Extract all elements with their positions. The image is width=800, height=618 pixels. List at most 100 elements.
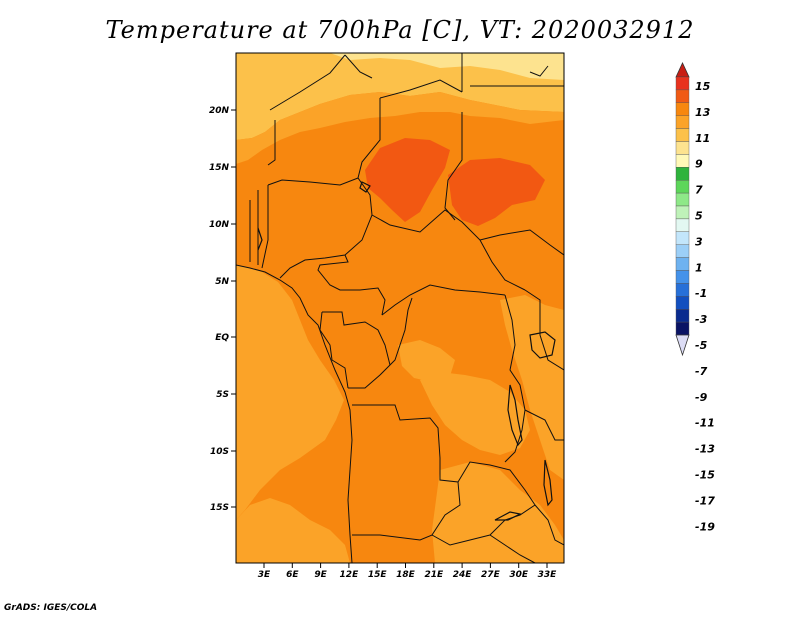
border-namibia — [352, 534, 491, 546]
map-title: Temperature at 700hPa [C], VT: 202003291… — [105, 16, 695, 44]
colorbar-label: -1 — [695, 287, 707, 300]
colorbar-swatch — [675, 167, 690, 181]
colorbar-swatch — [675, 192, 690, 207]
border-mali-niger — [267, 120, 276, 166]
lake-chad — [359, 181, 371, 193]
coastline-east — [529, 65, 549, 77]
colorbar-label: 5 — [695, 210, 703, 223]
border-gabon-congo — [322, 311, 391, 366]
credit-label: GrADS: IGES/COLA — [4, 603, 98, 613]
colorbar-label: 7 — [695, 184, 703, 197]
colorbar-label: -7 — [695, 365, 708, 378]
lake-volta — [257, 227, 263, 251]
border-drc-west — [348, 297, 413, 389]
colorbar-label: -5 — [695, 339, 708, 352]
border-gabon — [319, 311, 349, 389]
lon-tick-label: 9E — [314, 570, 327, 580]
border-sahara-mid — [344, 54, 373, 79]
field-east-9c — [420, 372, 530, 455]
colorbar-swatch — [675, 205, 690, 220]
lake-victoria — [529, 331, 556, 359]
border-chad-libya — [379, 79, 463, 99]
border-mozambique — [534, 504, 564, 546]
field-southeast-9c — [432, 462, 564, 563]
lat-tick-label: EQ — [215, 333, 229, 343]
border-tanzania — [524, 409, 564, 441]
colorbar-bottom-arrow — [675, 334, 690, 357]
colorbar-swatch — [675, 218, 690, 232]
colorbar-swatch — [675, 309, 690, 323]
field-north-9c — [236, 92, 564, 164]
colorbar-label: 15 — [695, 80, 711, 93]
colorbar-label: 11 — [695, 132, 710, 145]
field-eastcoast-9c — [500, 295, 564, 480]
colorbar-swatch — [675, 179, 690, 194]
lake-tanganyika — [507, 384, 523, 447]
colorbar-label: 3 — [695, 235, 703, 248]
lake-kariba — [494, 511, 522, 521]
lon-tick-label: 21E — [424, 570, 444, 580]
lon-tick-label: 33E — [538, 570, 558, 580]
lat-tick-label: 5S — [216, 390, 229, 400]
colorbar-label: -3 — [695, 313, 708, 326]
colorbar-swatch — [675, 128, 690, 142]
field-southwest-9c — [236, 498, 350, 563]
colorbar-swatch — [675, 283, 690, 297]
lat-tick-label: 15N — [209, 163, 230, 173]
field-chad-13c — [365, 138, 450, 222]
lon-tick-label: 6E — [286, 570, 299, 580]
colorbar: 15 13 11 9 7 5 3 1 -1 -3 -5 -7 -9 -11 -13 -15 -17 -19 — [675, 62, 715, 533]
lon-tick-label: 15E — [368, 570, 388, 580]
colorbar-swatch — [675, 76, 690, 91]
coastline-west — [236, 264, 353, 563]
field-north-7c — [236, 53, 564, 140]
map-frame — [235, 52, 565, 564]
colorbar-label: 1 — [695, 261, 703, 274]
colorbar-swatch — [675, 141, 690, 155]
border-sahara-north — [269, 54, 346, 111]
colorbar-label: -19 — [695, 520, 715, 533]
colorbar-top-arrow — [675, 62, 690, 78]
lake-malawi — [543, 459, 553, 507]
colorbar-swatch — [675, 257, 690, 271]
border-angola-east — [431, 458, 461, 536]
lon-tick-label: 3E — [258, 570, 271, 580]
lakes — [257, 181, 556, 521]
colorbar-label: 13 — [695, 106, 711, 119]
lat-tick-label: 20N — [209, 106, 230, 116]
field-west-9c — [236, 265, 344, 520]
colorbar-label: 9 — [695, 158, 703, 171]
lon-tick-label: 30E — [509, 570, 529, 580]
colorbar-label: -11 — [695, 417, 715, 430]
colorbar-swatch — [675, 102, 690, 116]
colorbar-swatch — [675, 154, 690, 168]
border-angola-north — [352, 404, 441, 459]
colorbar-swatch — [675, 270, 690, 284]
colorbar-swatch — [675, 89, 690, 104]
colorbar-label: -13 — [695, 443, 715, 456]
lon-tick-label: 24E — [453, 570, 473, 580]
lat-tick-label: 5N — [215, 277, 229, 287]
country-borders — [236, 53, 564, 563]
border-uganda-kenya — [524, 289, 564, 371]
field-sudan-13c — [448, 158, 545, 226]
longitude-axis: 3E 6E 9E 12E 15E 18E 21E 24E 27E 30E 33E — [258, 563, 557, 580]
field-north-5c — [330, 53, 564, 80]
colorbar-swatch — [675, 296, 690, 310]
border-south-sudan — [479, 229, 564, 256]
colorbar-swatch — [675, 244, 690, 258]
temperature-field — [236, 53, 564, 563]
colorbar-label: -9 — [695, 391, 708, 404]
lon-tick-label: 12E — [340, 570, 360, 580]
colorbar-label: -17 — [695, 494, 715, 507]
border-zimbabwe — [489, 534, 536, 563]
colorbar-swatch — [675, 115, 690, 129]
border-car — [371, 209, 526, 291]
border-benin-togo — [249, 185, 269, 269]
border-cameroon — [317, 254, 386, 316]
colorbar-label: -15 — [695, 469, 715, 482]
field-congo-9c — [398, 340, 455, 382]
lon-tick-label: 27E — [481, 570, 501, 580]
lat-tick-label: 15S — [210, 503, 229, 513]
